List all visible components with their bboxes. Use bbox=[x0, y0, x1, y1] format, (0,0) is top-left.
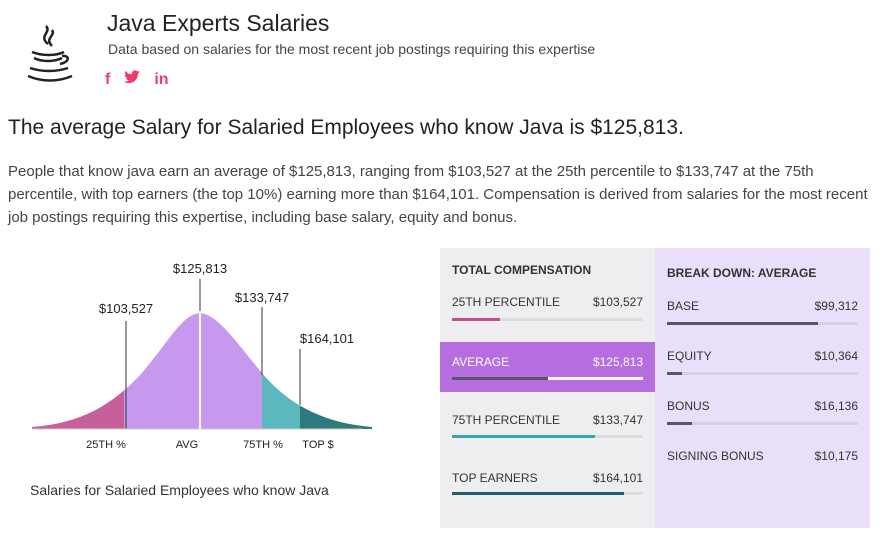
breakdown-row-label: SIGNING BONUS bbox=[667, 449, 764, 463]
breakdown-row-label: BASE bbox=[667, 299, 700, 313]
breakdown-row-value: $10,175 bbox=[814, 449, 858, 463]
breakdown-row-fill bbox=[667, 322, 818, 325]
breakdown-row-label: EQUITY bbox=[667, 349, 712, 363]
breakdown-panel: BREAK DOWN: AVERAGE BASE $99,312 EQUITY … bbox=[655, 248, 870, 528]
comp-row-track bbox=[452, 492, 643, 495]
comp-row-label: 25TH PERCENTILE bbox=[452, 295, 561, 309]
twitter-icon[interactable] bbox=[124, 70, 141, 89]
comp-row-fill bbox=[452, 377, 548, 380]
breakdown-row-value: $10,364 bbox=[814, 349, 858, 363]
curve-caption: Salaries for Salaried Employees who know… bbox=[30, 482, 329, 498]
comp-row-label: AVERAGE bbox=[452, 355, 510, 369]
description: People that know java earn an average of… bbox=[8, 163, 868, 226]
breakdown-row-label: BONUS bbox=[667, 399, 710, 413]
comp-row-25th[interactable]: 25TH PERCENTILE $103,527 bbox=[440, 295, 655, 345]
marker-value-25th: $103,527 bbox=[99, 301, 153, 316]
headline: The average Salary for Salaried Employee… bbox=[8, 116, 684, 139]
breakdown-row-fill bbox=[667, 372, 683, 375]
salary-distribution-curve: $103,527 $125,813 $133,747 $164,101 25TH… bbox=[22, 255, 382, 515]
comp-row-value: $103,527 bbox=[592, 295, 643, 309]
comp-row-value: $125,813 bbox=[592, 355, 643, 369]
marker-value-top: $164,101 bbox=[300, 331, 354, 346]
comp-row-fill bbox=[452, 435, 596, 438]
comp-row-value: $164,101 bbox=[592, 471, 643, 485]
breakdown-row-value: $99,312 bbox=[814, 299, 858, 313]
total-compensation-heading: TOTAL COMPENSATION bbox=[452, 263, 592, 277]
comp-row-label: 75TH PERCENTILE bbox=[452, 413, 561, 427]
marker-value-avg: $125,813 bbox=[173, 261, 227, 276]
comp-row-top-earners[interactable]: TOP EARNERS $164,101 bbox=[440, 471, 655, 521]
linkedin-icon[interactable]: in bbox=[154, 70, 169, 88]
comp-row-label: TOP EARNERS bbox=[452, 471, 538, 485]
axis-label-top: TOP $ bbox=[302, 439, 333, 451]
java-coffee-cup-icon bbox=[27, 25, 73, 82]
comp-row-75th[interactable]: 75TH PERCENTILE $133,747 bbox=[440, 413, 655, 463]
breakdown-row-track bbox=[667, 322, 858, 325]
social-links: f in bbox=[105, 70, 169, 89]
marker-value-75th: $133,747 bbox=[235, 290, 289, 305]
segment-25th-to-75th bbox=[124, 313, 262, 429]
comp-row-value: $133,747 bbox=[592, 413, 643, 427]
page-subtitle: Data based on salaries for the most rece… bbox=[108, 41, 596, 57]
breakdown-row-track bbox=[667, 372, 858, 375]
segment-75th-to-top bbox=[262, 313, 300, 429]
breakdown-row-value: $16,136 bbox=[814, 399, 858, 413]
total-compensation-panel: TOTAL COMPENSATION 25TH PERCENTILE $103,… bbox=[440, 248, 655, 528]
facebook-icon[interactable]: f bbox=[105, 70, 111, 88]
axis-label-75th: 75TH % bbox=[243, 439, 283, 451]
comp-row-fill bbox=[452, 492, 624, 495]
breakdown-heading: BREAK DOWN: AVERAGE bbox=[667, 266, 817, 280]
bell-curve-graphic: $103,527 $125,813 $133,747 $164,101 25TH… bbox=[32, 261, 372, 451]
axis-label-avg: AVG bbox=[176, 439, 198, 451]
comp-row-track bbox=[452, 377, 643, 380]
axis-label-25th: 25TH % bbox=[86, 439, 126, 451]
comp-row-fill bbox=[452, 318, 500, 321]
comp-row-track bbox=[452, 318, 643, 321]
page-title: Java Experts Salaries bbox=[107, 10, 330, 36]
comp-row-average[interactable]: AVERAGE $125,813 bbox=[440, 342, 655, 392]
comp-row-track bbox=[452, 435, 643, 438]
breakdown-row-fill bbox=[667, 422, 692, 425]
breakdown-row-track bbox=[667, 422, 858, 425]
segment-below-25th bbox=[32, 313, 124, 429]
